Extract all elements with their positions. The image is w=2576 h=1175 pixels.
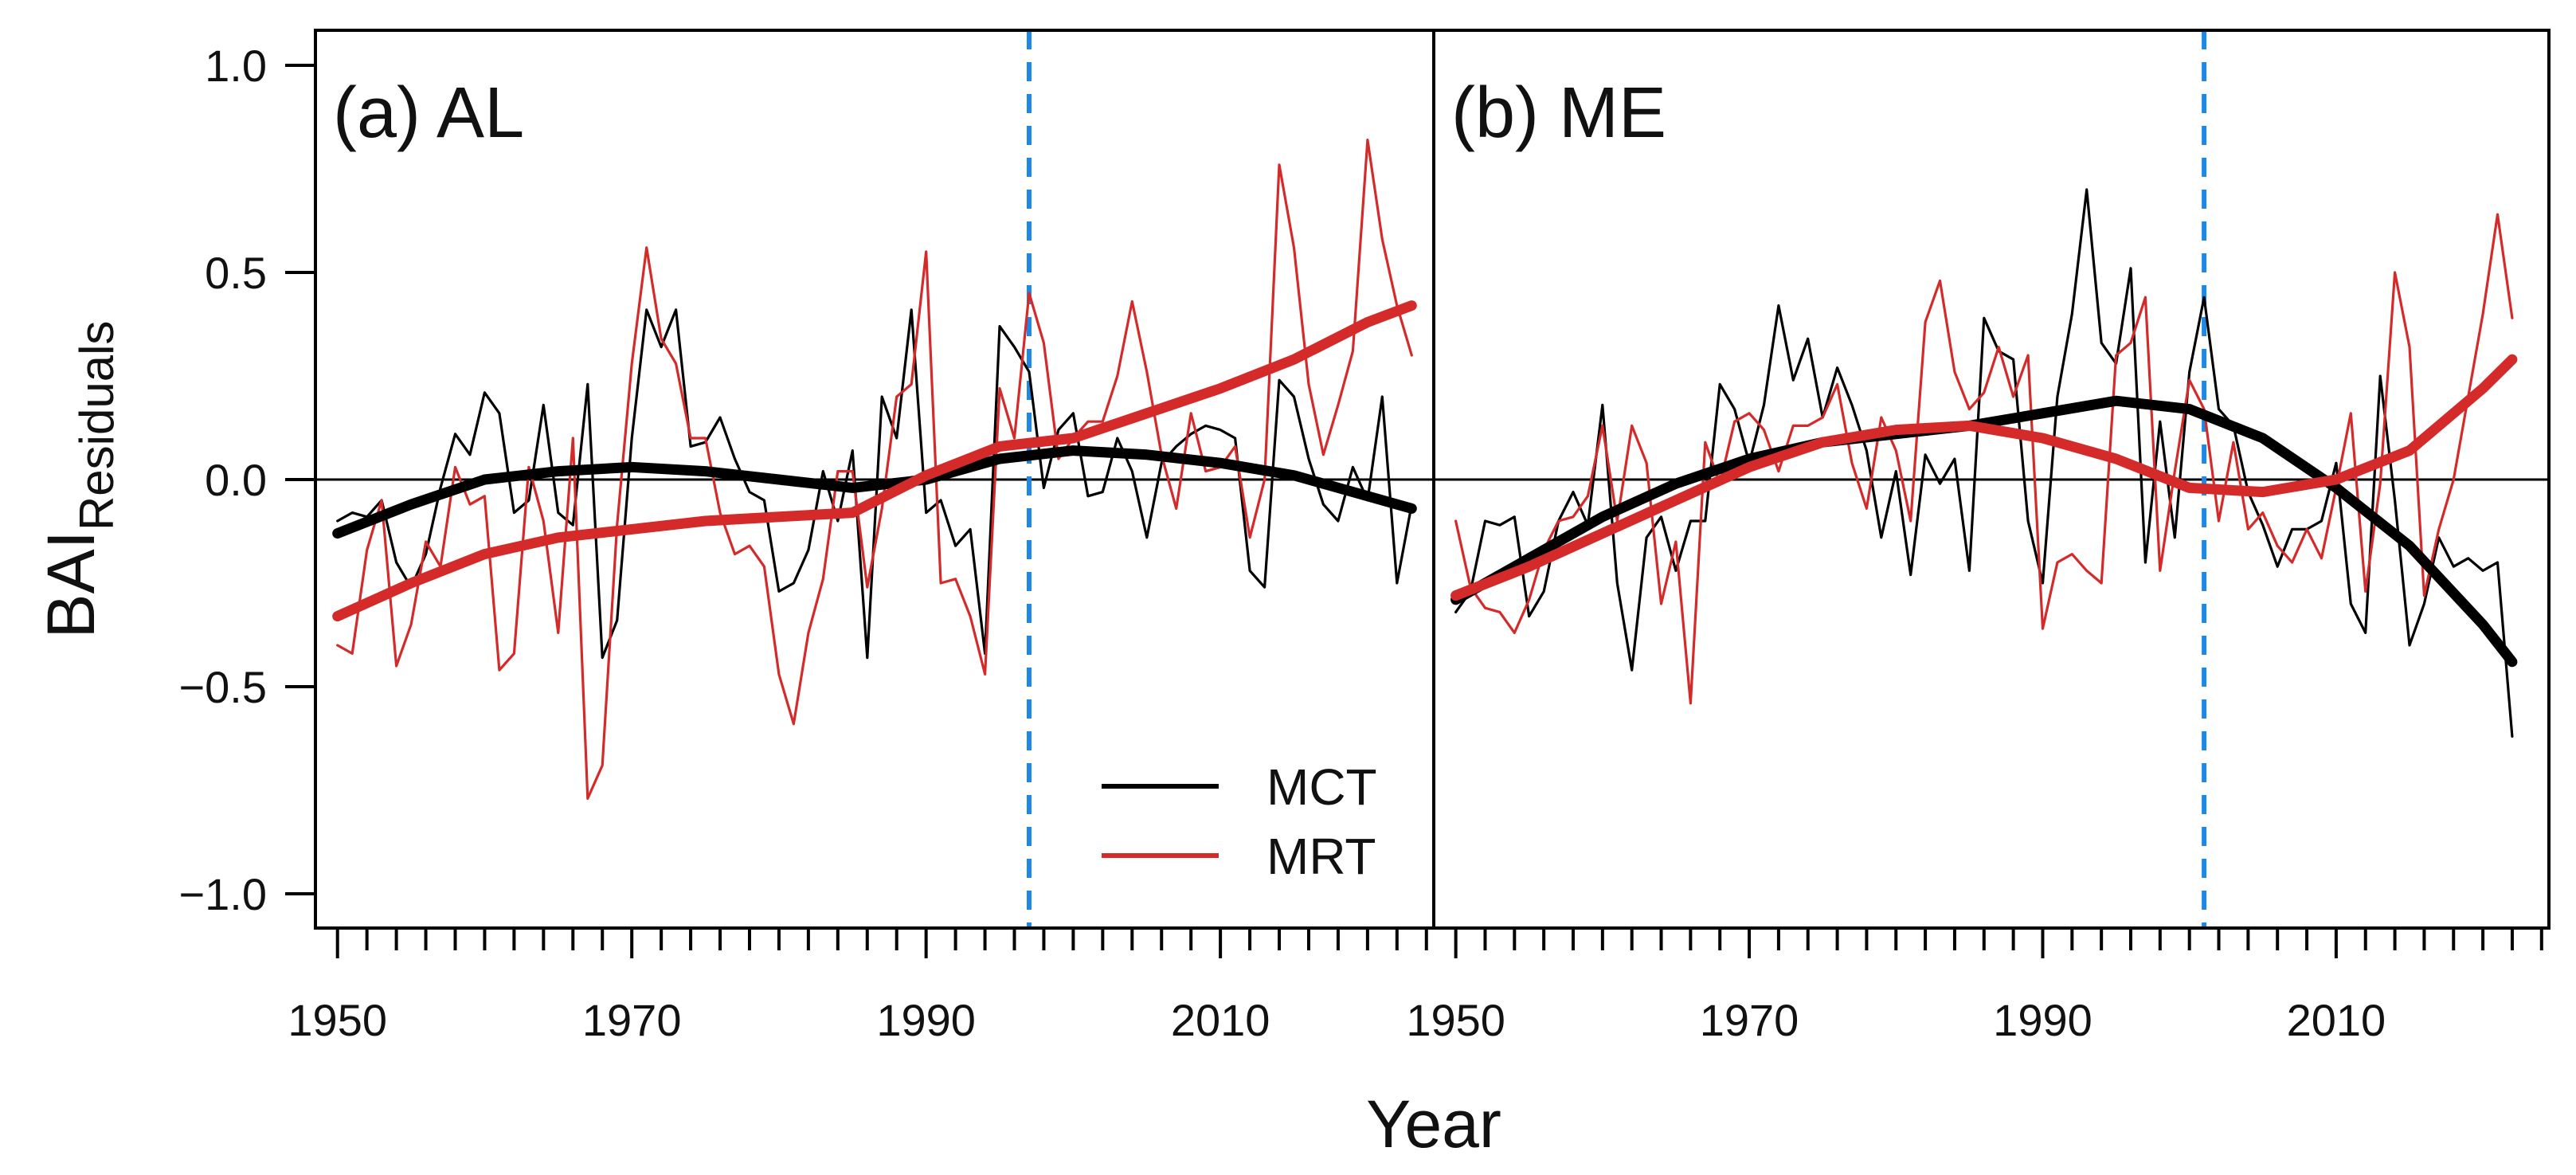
x-axis-title: Year bbox=[1366, 1087, 1501, 1161]
y-axis-title-subscript: Residuals bbox=[70, 321, 123, 531]
panel-a-plot-area bbox=[315, 30, 1434, 928]
y-axis-title-main: BAI bbox=[33, 531, 108, 638]
x-tick-label: 1970 bbox=[582, 995, 682, 1045]
legend: MCT MRT bbox=[1102, 758, 1377, 885]
x-tick-label: 1990 bbox=[876, 995, 976, 1045]
panel-b: (b) ME bbox=[1432, 29, 2551, 930]
x-tick-label: 1950 bbox=[1406, 995, 1505, 1045]
series-mct-smooth-line bbox=[1450, 395, 2518, 668]
series-mct-raw-line bbox=[1454, 188, 2514, 738]
y-tick-label: 0.0 bbox=[205, 455, 267, 505]
panel-b-frame bbox=[1432, 29, 2551, 930]
y-tick-label: −1.0 bbox=[178, 869, 267, 919]
series-mrt-raw-line bbox=[336, 139, 1413, 801]
y-tick-label: 0.5 bbox=[205, 248, 267, 298]
legend-label-mrt: MRT bbox=[1266, 828, 1376, 885]
y-tick-label: −0.5 bbox=[178, 662, 267, 712]
x-tick-label: 1970 bbox=[1700, 995, 1799, 1045]
x-tick-label: 1990 bbox=[1993, 995, 2093, 1045]
x-tick-label: 2010 bbox=[1171, 995, 1270, 1045]
panel-b-title: (b) ME bbox=[1451, 73, 1666, 153]
series-mct-smooth-line bbox=[332, 445, 1417, 539]
legend-label-mct: MCT bbox=[1266, 758, 1377, 816]
x-tick-label: 1950 bbox=[288, 995, 387, 1045]
y-axis: 1.0 0.5 0.0 −0.5 −1.0 bbox=[178, 41, 315, 919]
panel-a-title: (a) AL bbox=[333, 73, 524, 153]
x-tick-label: 2010 bbox=[2287, 995, 2386, 1045]
panel-b-plot-area bbox=[1434, 30, 2549, 928]
series-mrt-smooth-line bbox=[1450, 354, 2518, 601]
panel-a: (a) AL MCT MRT 1.0 0.5 0.0 −0.5 −1.0 bbox=[178, 29, 1435, 930]
y-axis-title: BAIResiduals bbox=[33, 321, 123, 639]
series-mct-raw-line bbox=[336, 308, 1413, 660]
series-mrt-smooth-line bbox=[332, 300, 1417, 622]
y-tick-label: 1.0 bbox=[205, 41, 267, 91]
